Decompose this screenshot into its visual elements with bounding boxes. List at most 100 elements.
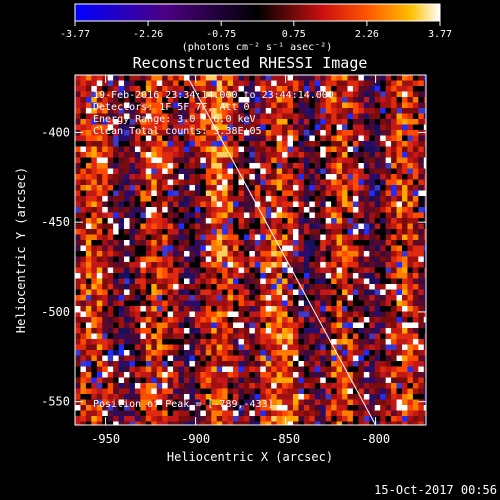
- heatmap-cell: [189, 102, 196, 109]
- heatmap-cell: [113, 399, 119, 406]
- heatmap-cell: [363, 256, 370, 263]
- heatmap-cell: [145, 377, 152, 384]
- heatmap-cell: [254, 361, 261, 367]
- heatmap-cell: [107, 251, 114, 257]
- heatmap-cell: [412, 86, 419, 92]
- heatmap-cell: [140, 119, 147, 125]
- heatmap-cell: [254, 130, 261, 136]
- heatmap-cell: [189, 289, 196, 296]
- heatmap-cell: [243, 240, 250, 246]
- heatmap-cell: [374, 388, 381, 395]
- heatmap-cell: [205, 399, 212, 406]
- heatmap-cell: [222, 185, 228, 191]
- heatmap-cell: [320, 251, 326, 257]
- heatmap-cell: [200, 201, 207, 208]
- heatmap-cell: [418, 229, 425, 235]
- heatmap-cell: [243, 212, 250, 219]
- heatmap-cell: [287, 322, 294, 329]
- heatmap-cell: [260, 185, 267, 191]
- heatmap-cell: [162, 245, 168, 252]
- heatmap-cell: [363, 322, 370, 329]
- heatmap-cell: [156, 75, 163, 81]
- heatmap-cell: [178, 174, 185, 180]
- heatmap-cell: [314, 163, 321, 169]
- heatmap-cell: [102, 108, 108, 114]
- heatmap-cell: [200, 251, 207, 257]
- heatmap-cell: [358, 394, 365, 400]
- heatmap-cell: [336, 273, 343, 279]
- heatmap-cell: [222, 278, 228, 285]
- heatmap-cell: [140, 399, 147, 406]
- heatmap-cell: [211, 196, 217, 202]
- heatmap-cell: [303, 234, 310, 241]
- heatmap-cell: [227, 311, 234, 318]
- heatmap-cell: [282, 91, 288, 98]
- heatmap-cell: [96, 207, 103, 213]
- heatmap-cell: [96, 174, 103, 180]
- heatmap-cell: [145, 317, 152, 323]
- heatmap-cell: [145, 190, 152, 197]
- heatmap-cell: [145, 333, 152, 340]
- heatmap-cell: [396, 75, 403, 81]
- heatmap-cell: [352, 339, 359, 345]
- heatmap-cell: [336, 75, 343, 81]
- heatmap-cell: [173, 289, 179, 296]
- heatmap-cell: [358, 223, 365, 230]
- heatmap-cell: [118, 289, 125, 296]
- heatmap-cell: [423, 201, 426, 208]
- heatmap-cell: [391, 317, 397, 323]
- heatmap-cell: [80, 300, 87, 307]
- heatmap-cell: [347, 80, 354, 87]
- heatmap-cell: [96, 97, 103, 103]
- heatmap-cell: [309, 377, 316, 384]
- heatmap-cell: [293, 421, 299, 425]
- heatmap-cell: [216, 284, 223, 290]
- heatmap-cell: [200, 157, 207, 164]
- heatmap-cell: [178, 207, 185, 213]
- heatmap-cell: [358, 212, 365, 219]
- heatmap-cell: [145, 212, 152, 219]
- heatmap-cell: [216, 383, 223, 389]
- heatmap-cell: [374, 317, 381, 323]
- heatmap-cell: [227, 416, 234, 422]
- heatmap-cell: [184, 251, 190, 257]
- heatmap-cell: [336, 174, 343, 180]
- heatmap-cell: [173, 102, 179, 109]
- heatmap-cell: [423, 405, 426, 411]
- heatmap-cell: [107, 179, 114, 186]
- heatmap-cell: [194, 102, 201, 109]
- heatmap-cell: [265, 97, 272, 103]
- heatmap-cell: [336, 108, 343, 114]
- heatmap-cell: [80, 229, 87, 235]
- heatmap-cell: [385, 179, 392, 186]
- heatmap-cell: [227, 339, 234, 345]
- heatmap-cell: [91, 245, 98, 252]
- heatmap-cell: [178, 251, 185, 257]
- heatmap-cell: [216, 157, 223, 164]
- heatmap-cell: [80, 306, 87, 312]
- heatmap-cell: [211, 311, 217, 318]
- heatmap-cell: [243, 322, 250, 329]
- heatmap-cell: [336, 311, 343, 318]
- heatmap-cell: [80, 218, 87, 224]
- heatmap-cell: [363, 410, 370, 417]
- heatmap-cell: [347, 113, 354, 120]
- heatmap-cell: [75, 185, 81, 191]
- heatmap-cell: [380, 311, 386, 318]
- heatmap-cell: [107, 322, 114, 329]
- heatmap-cell: [254, 135, 261, 142]
- heatmap-cell: [342, 168, 348, 175]
- heatmap-cell: [129, 113, 136, 120]
- heatmap-cell: [129, 361, 136, 367]
- heatmap-cell: [271, 146, 277, 153]
- heatmap-cell: [129, 141, 136, 147]
- heatmap-cell: [200, 377, 207, 384]
- heatmap-cell: [314, 113, 321, 120]
- heatmap-cell: [162, 289, 168, 296]
- heatmap-cell: [342, 102, 348, 109]
- heatmap-cell: [184, 322, 190, 329]
- detectors-label: Detectors: 1F 5F 7F, Att 0: [93, 102, 250, 113]
- heatmap-cell: [260, 377, 267, 384]
- heatmap-cell: [412, 311, 419, 318]
- heatmap-cell: [363, 284, 370, 290]
